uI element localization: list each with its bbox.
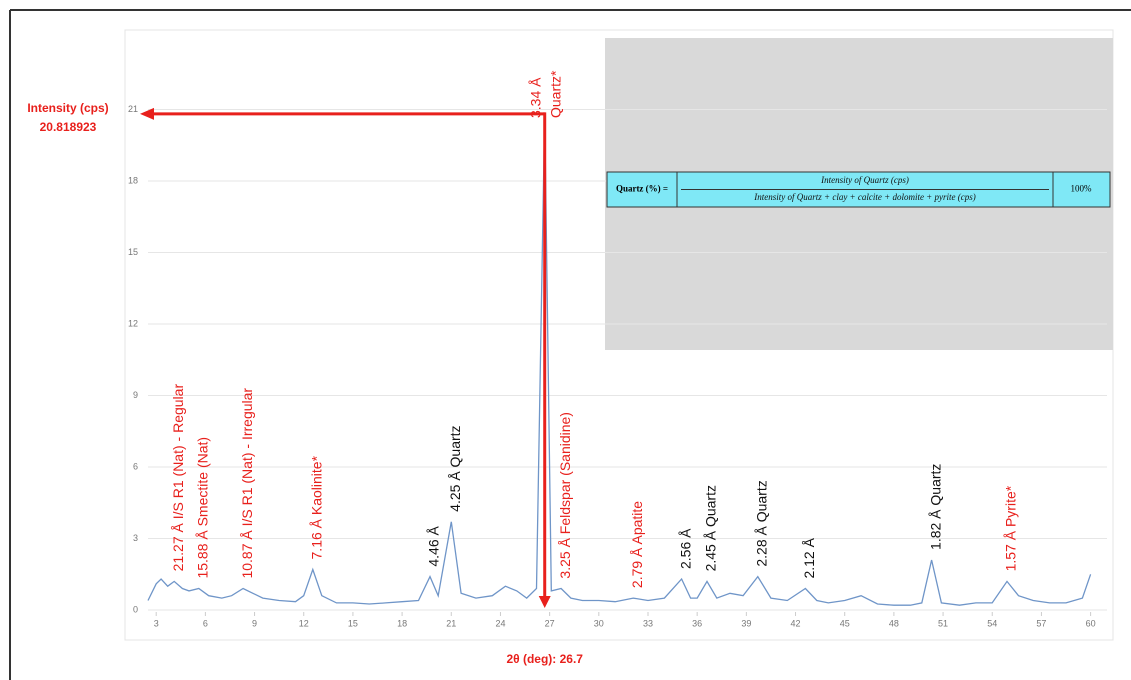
x-tick-label: 21 [446,618,456,628]
peak-annotation: Quartz* [547,70,563,118]
x-tick-label: 48 [889,618,899,628]
y-tick-label: 21 [128,104,138,114]
x-tick-label: 15 [348,618,358,628]
peak-annotation: 3.34 Å [527,77,543,118]
x-tick-label: 51 [938,618,948,628]
series-line [147,113,1092,606]
y-marker-value: 20.818923 [40,120,97,134]
x-tick-label: 3 [154,618,159,628]
x-marker-label: 2θ (deg): 26.7 [506,652,583,666]
y-tick-label: 15 [128,247,138,257]
peak-annotation: 3.25 Å Feldspar (Sanidine) [557,412,573,579]
peak-annotation: 1.82 Å Quartz [927,464,943,550]
x-tick-label: 6 [203,618,208,628]
y-tick-label: 0 [133,604,138,614]
peak-annotation: 4.25 Å Quartz [447,425,463,511]
y-tick-label: 12 [128,318,138,328]
x-tick-label: 45 [840,618,850,628]
y-tick-label: 18 [128,175,138,185]
y-tick-label: 6 [133,461,138,471]
x-tick-label: 33 [643,618,653,628]
y-tick-label: 3 [133,533,138,543]
peak-annotation: 21.27 Å I/S R1 (Nat) - Regular [170,384,186,572]
x-tick-label: 24 [495,618,505,628]
x-tick-label: 39 [741,618,751,628]
x-tick-label: 36 [692,618,702,628]
formula-factor: 100% [1071,184,1093,194]
x-tick-label: 54 [987,618,997,628]
formula-numerator: Intensity of Quartz (cps) [820,175,909,185]
formula-lhs: Quartz (%) = [616,184,668,194]
peak-annotation: 2.12 Å [801,537,817,578]
peak-annotation: 2.45 Å Quartz [703,485,719,571]
x-tick-label: 60 [1086,618,1096,628]
peak-annotation: 10.87 Å I/S R1 (Nat) - Irregular [239,388,255,579]
peak-annotation: 7.16 Å Kaolinite* [308,455,324,559]
arrow-head [140,107,154,120]
peak-annotation: 4.46 Å [426,525,442,566]
y-tick-label: 9 [133,390,138,400]
formula-denominator: Intensity of Quartz + clay + calcite + d… [753,192,976,202]
x-tick-label: 57 [1036,618,1046,628]
x-tick-label: 12 [299,618,309,628]
formula: Quartz (%) = Intensity of Quartz (cps) I… [606,171,1111,208]
peak-annotation: 1.57 Å Pyrite* [1003,485,1019,571]
x-tick-label: 9 [252,618,257,628]
x-tick-label: 18 [397,618,407,628]
x-tick-label: 42 [791,618,801,628]
x-tick-label: 30 [594,618,604,628]
peak-annotation: 2.28 Å Quartz [754,480,770,566]
y-marker-label: Intensity (cps) [27,101,108,115]
peak-annotation: 2.79 Å Apatite [629,501,645,588]
x-tick-label: 27 [545,618,555,628]
peak-annotation: 2.56 Å [677,528,693,569]
arrow-head [538,596,551,608]
peak-annotation: 15.88 Å Smectite (Nat) [195,437,211,579]
